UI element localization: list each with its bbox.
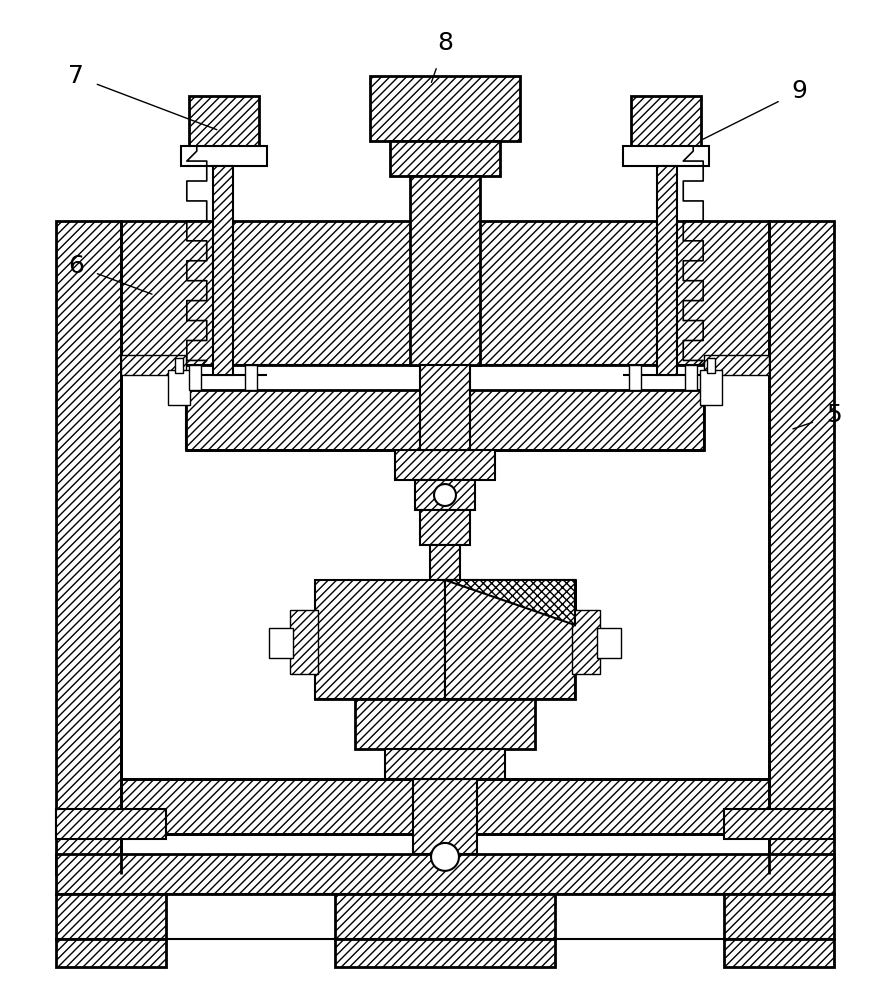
Bar (121, 355, 186, 375)
Bar (658, 166, 677, 375)
Bar (629, 365, 642, 390)
Bar (355, 699, 535, 749)
Bar (596, 628, 621, 658)
Bar (213, 166, 232, 375)
Bar (189, 96, 259, 146)
Polygon shape (445, 580, 575, 699)
Bar (168, 370, 190, 405)
Text: 5: 5 (793, 403, 842, 429)
Bar (56, 854, 834, 894)
Bar (385, 749, 505, 779)
Bar (370, 76, 520, 141)
Bar (724, 939, 834, 967)
Bar (56, 221, 121, 874)
Text: 9: 9 (703, 79, 807, 139)
Bar (181, 146, 267, 166)
Bar (724, 809, 834, 839)
Bar (708, 358, 716, 373)
Bar (315, 580, 575, 699)
Bar (56, 894, 166, 939)
Bar (390, 141, 500, 176)
Bar (336, 894, 554, 939)
Bar (420, 365, 470, 450)
Bar (56, 939, 166, 967)
Bar (336, 939, 554, 967)
Bar (415, 480, 475, 510)
Bar (769, 221, 834, 874)
Bar (245, 365, 256, 390)
Bar (290, 610, 319, 674)
Bar (685, 365, 697, 390)
Bar (121, 221, 769, 365)
Bar (700, 370, 722, 405)
Bar (189, 365, 201, 390)
Bar (623, 146, 709, 166)
Bar (56, 809, 166, 839)
Polygon shape (315, 580, 445, 699)
Circle shape (434, 484, 456, 506)
Text: 7: 7 (69, 64, 217, 130)
Polygon shape (445, 580, 575, 625)
Bar (631, 96, 701, 146)
Text: 8: 8 (432, 31, 453, 82)
Bar (724, 894, 834, 939)
Bar (186, 390, 704, 450)
Bar (395, 450, 495, 480)
Bar (704, 355, 769, 375)
Circle shape (431, 843, 459, 871)
Bar (269, 628, 294, 658)
Bar (410, 176, 480, 365)
Bar (430, 545, 460, 580)
Bar (413, 779, 477, 854)
Text: 6: 6 (69, 254, 152, 294)
Bar (121, 779, 769, 834)
Bar (571, 610, 600, 674)
Bar (420, 510, 470, 545)
Bar (174, 358, 182, 373)
